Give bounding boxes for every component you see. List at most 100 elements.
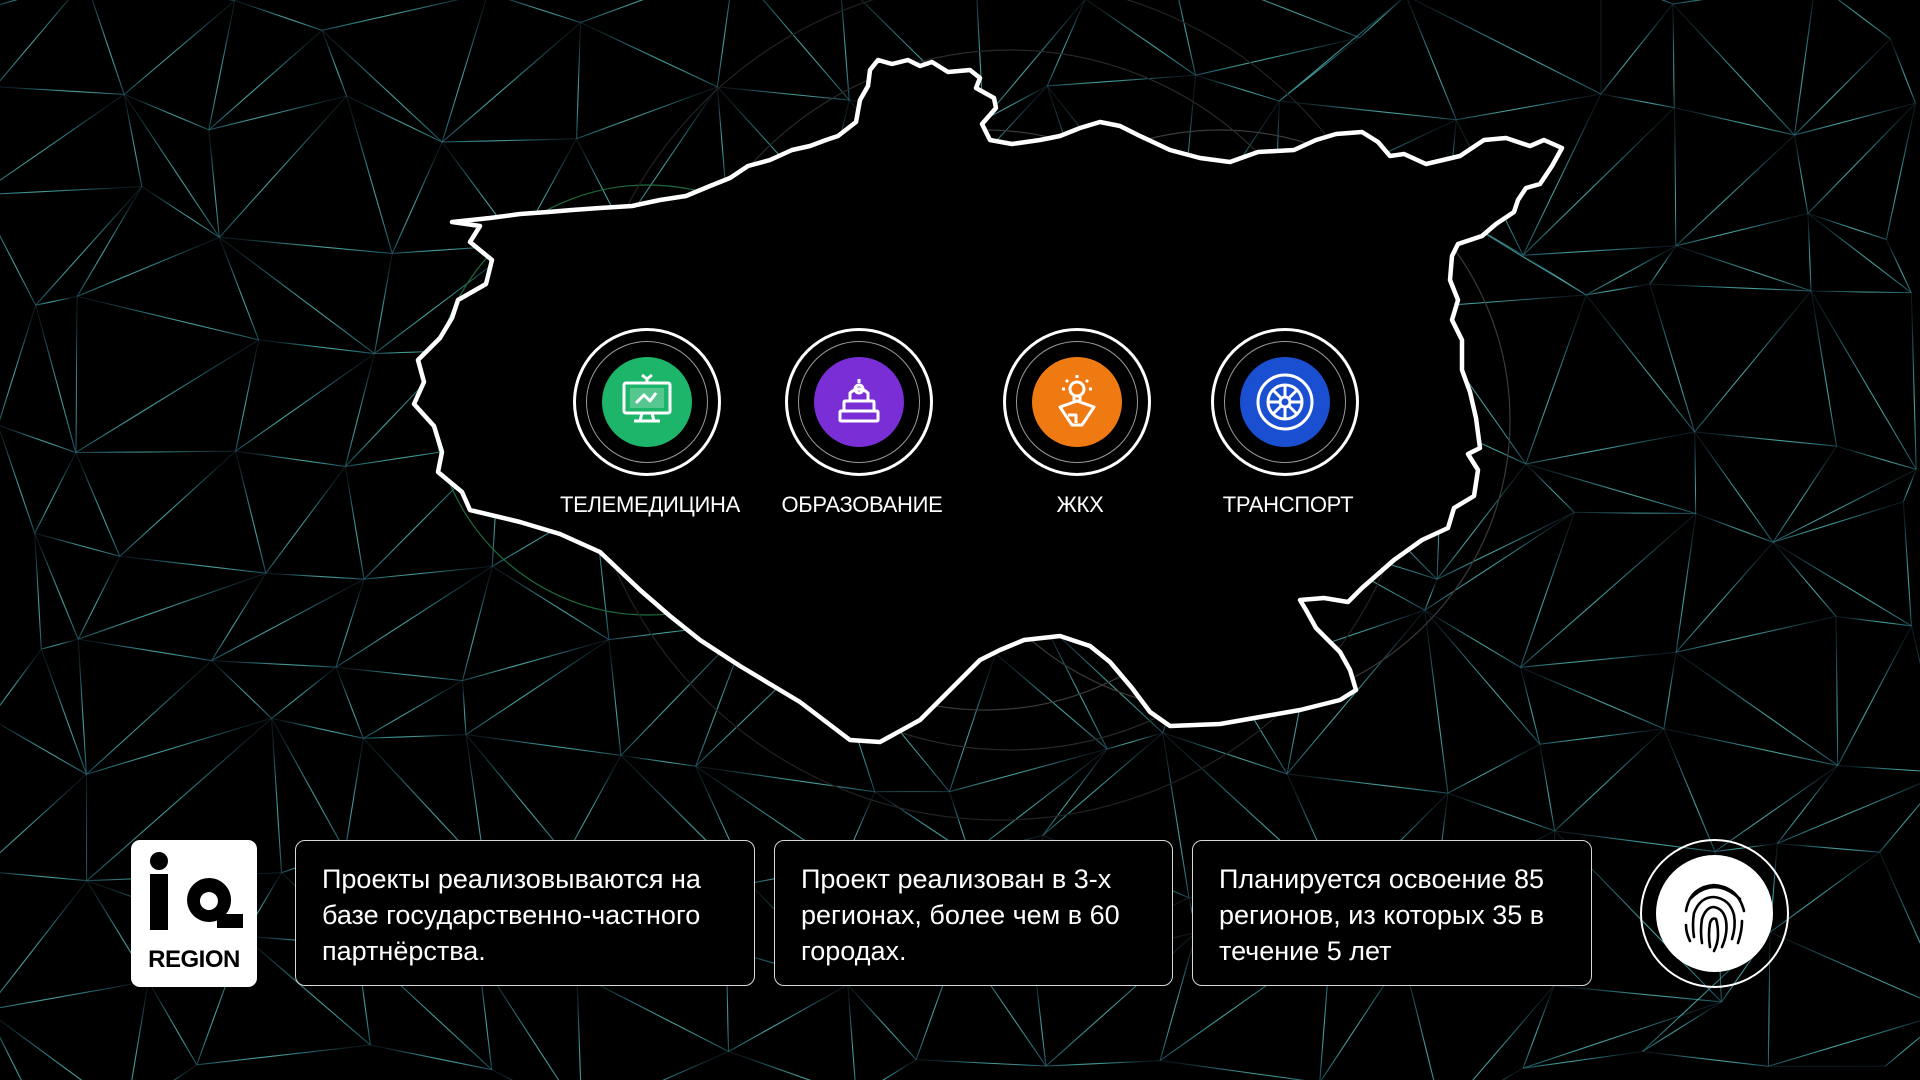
mesh-line <box>575 22 582 139</box>
mesh-line <box>0 723 87 775</box>
mesh-line <box>86 717 272 882</box>
mesh-line <box>1522 1001 1722 1069</box>
mesh-line <box>1902 469 1917 502</box>
mesh-line <box>1195 74 1280 102</box>
mesh-line <box>1649 283 1812 292</box>
mesh-line <box>75 296 78 453</box>
mesh-line <box>208 29 323 131</box>
info-card-plans: Планируется освоение 85 регионов, из кот… <box>1192 840 1592 986</box>
mesh-line <box>1520 651 1677 668</box>
mesh-line <box>1879 851 1920 945</box>
mesh-line <box>123 94 220 238</box>
mesh-line <box>1649 283 1696 433</box>
mesh-line <box>391 141 443 254</box>
mesh-line <box>77 555 121 640</box>
mesh-line <box>258 339 375 355</box>
mesh-line <box>75 450 236 454</box>
mesh-line <box>1768 1020 1920 1067</box>
mesh-line <box>1520 666 1665 730</box>
mesh-line <box>1522 1050 1643 1069</box>
mesh-line <box>1447 792 1555 832</box>
books-lamp-icon <box>814 357 904 447</box>
mesh-line <box>235 339 260 452</box>
mesh-line <box>461 680 467 735</box>
mesh-line <box>1663 652 1677 729</box>
mesh-line <box>969 748 1108 856</box>
category-transport[interactable]: ТРАНСПОРТ <box>1168 320 1408 530</box>
mesh-line <box>344 738 364 851</box>
fingerprint-button[interactable] <box>1640 839 1789 988</box>
mesh-line <box>1085 0 1196 76</box>
mesh-line <box>1586 283 1650 296</box>
mesh-line <box>211 660 272 719</box>
category-label: ЖКХ <box>1056 492 1104 517</box>
mesh-line <box>1675 541 1774 653</box>
mesh-line <box>0 0 69 82</box>
mesh-line <box>576 973 729 1052</box>
mesh-line <box>1794 102 1916 136</box>
mesh-line <box>1279 100 1457 121</box>
mesh-line <box>983 85 1048 121</box>
mesh-line <box>1436 511 1575 580</box>
mesh-line <box>1042 732 1164 836</box>
category-education[interactable]: ОБРАЗОВАНИЕ <box>742 320 982 530</box>
category-ring <box>573 328 721 476</box>
mesh-line <box>1042 748 1108 836</box>
mesh-line <box>847 984 856 1080</box>
mesh-line <box>1525 463 1575 513</box>
mesh-line <box>465 733 621 756</box>
mesh-line <box>75 452 121 557</box>
mesh-line <box>76 186 143 297</box>
mesh-line <box>1807 213 1812 291</box>
info-card-text: Проекты реализовываются на базе государс… <box>322 864 701 966</box>
mesh-line <box>321 30 348 97</box>
mesh-line <box>1278 0 1402 102</box>
mesh-line <box>147 980 198 1066</box>
iq-logo-mark <box>150 852 243 930</box>
mesh-line <box>1642 1050 1769 1067</box>
category-ring <box>1211 328 1359 476</box>
mesh-line <box>620 754 696 767</box>
mesh-line <box>508 0 581 24</box>
mesh-line <box>847 984 917 1060</box>
mesh-line <box>1910 292 1917 470</box>
mesh-line <box>1525 294 1587 465</box>
mesh-line <box>1042 620 1164 734</box>
category-housing-utilities[interactable]: ЖКХ <box>960 320 1200 530</box>
mesh-line <box>465 734 567 856</box>
mesh-line <box>1539 744 1556 831</box>
mesh-line <box>235 450 346 467</box>
mesh-line <box>1807 213 1887 240</box>
mesh-line <box>243 935 371 1046</box>
mesh-line <box>1672 4 1675 108</box>
wheel-icon <box>1240 357 1330 447</box>
mesh-line <box>565 755 622 856</box>
mesh-line <box>1835 615 1912 627</box>
mesh-line <box>131 981 149 1080</box>
mesh-line <box>76 236 220 297</box>
mesh-line <box>1675 513 1697 653</box>
mesh-line <box>75 339 259 453</box>
mesh-line <box>34 532 120 557</box>
mesh-line <box>1407 0 1457 120</box>
mesh-line <box>35 305 77 453</box>
mesh-line <box>1162 732 1190 898</box>
mesh-line <box>1525 431 1695 465</box>
mesh-line <box>0 0 18 6</box>
mesh-line <box>442 138 577 143</box>
mesh-line <box>441 0 487 143</box>
mesh-line <box>717 86 850 101</box>
mesh-line <box>1694 290 1812 433</box>
mesh-line <box>208 129 220 238</box>
mesh-line <box>1835 616 1839 766</box>
mesh-line <box>86 660 212 775</box>
mesh-line <box>219 236 375 355</box>
mesh-line <box>1107 732 1163 750</box>
mesh-line <box>1642 1001 1722 1052</box>
mesh-line <box>196 1044 371 1066</box>
logo-wordmark: REGION <box>148 946 240 973</box>
mesh-line <box>716 86 726 178</box>
mesh-line <box>1672 0 1704 5</box>
category-telemedicine[interactable]: ТЕЛЕМЕДИЦИНА <box>530 320 770 530</box>
